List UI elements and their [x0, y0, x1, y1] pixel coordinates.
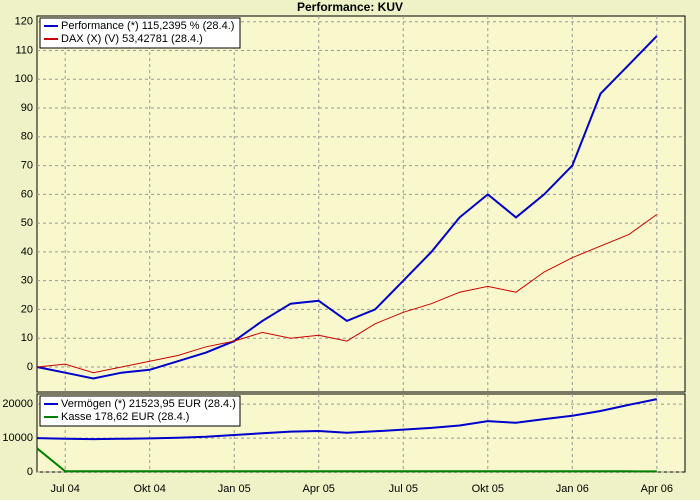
- y-tick-label: 90: [21, 102, 33, 114]
- y-tick-label: 10: [21, 332, 33, 344]
- y-tick-label: 50: [21, 217, 33, 229]
- chart-title: Performance: KUV: [297, 0, 403, 14]
- y-tick-label: 40: [21, 246, 33, 258]
- y-tick-label: 0: [27, 361, 33, 373]
- y-tick-label: 110: [15, 44, 33, 56]
- y-tick-label: 100: [15, 73, 33, 85]
- series-line: [36, 398, 658, 441]
- legend-label: Performance (*) 115,2395 % (28.4.): [61, 20, 234, 32]
- legend-label: DAX (X) (V) 53,42781 (28.4.): [61, 33, 203, 45]
- y-tick-label: 60: [21, 188, 33, 200]
- x-tick-label: Apr 06: [641, 483, 673, 495]
- plot-area: [36, 15, 686, 393]
- series-line: [36, 214, 658, 374]
- x-tick-label: Okt 04: [133, 483, 165, 495]
- series-line: [36, 35, 658, 380]
- y-tick-label: 120: [15, 16, 33, 28]
- legend-label: Kasse 178,62 EUR (28.4.): [61, 411, 189, 423]
- series-line: [36, 447, 657, 473]
- y-tick-label: 80: [21, 131, 33, 143]
- y-tick-label: 10000: [2, 432, 33, 444]
- legend: [39, 395, 241, 427]
- y-tick-label: 0: [27, 466, 33, 478]
- y-tick-label: 70: [21, 160, 33, 172]
- x-tick-label: Apr 05: [303, 483, 335, 495]
- x-tick-label: Jan 05: [218, 483, 251, 495]
- x-tick-label: Jul 05: [389, 483, 418, 495]
- legend: [39, 17, 241, 49]
- y-tick-label: 30: [21, 275, 33, 287]
- y-tick-label: 20000: [2, 398, 33, 410]
- x-tick-label: Okt 05: [472, 483, 504, 495]
- y-tick-label: 20: [21, 303, 33, 315]
- legend-label: Vermögen (*) 21523,95 EUR (28.4.): [61, 398, 236, 410]
- x-tick-label: Jan 06: [556, 483, 589, 495]
- x-tick-label: Jul 04: [50, 483, 79, 495]
